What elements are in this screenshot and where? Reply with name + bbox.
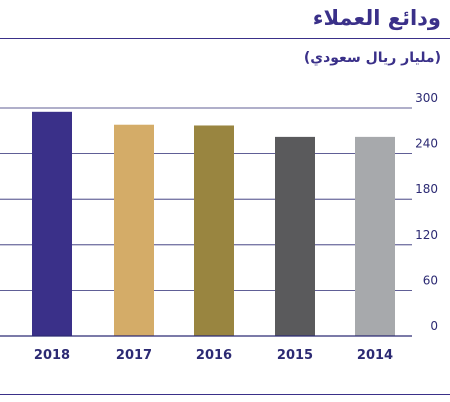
bar xyxy=(194,125,234,336)
bar xyxy=(355,136,395,336)
bar xyxy=(32,111,72,336)
y-tick-label: 240 xyxy=(415,137,438,151)
y-tick-label: 0 xyxy=(430,319,438,333)
x-axis-ticks: 2018 2017 2016 2015 2014 xyxy=(34,348,393,363)
x-tick-label: 2018 xyxy=(34,348,70,363)
bar xyxy=(275,136,315,336)
x-tick-label: 2017 xyxy=(116,348,152,363)
bar xyxy=(114,124,154,336)
y-tick-label: 60 xyxy=(423,273,438,287)
x-tick-label: 2016 xyxy=(196,348,232,363)
chart-subtitle: (مليار ريال سعودي) xyxy=(303,50,441,66)
title-divider xyxy=(0,38,450,39)
y-tick-label: 300 xyxy=(415,91,438,105)
bottom-divider xyxy=(0,394,450,395)
x-tick-label: 2015 xyxy=(277,348,313,363)
y-axis-ticks: 0 60 120 180 240 300 xyxy=(415,91,438,333)
y-tick-label: 120 xyxy=(415,228,438,242)
chart-bars xyxy=(32,111,395,336)
page-title: ودائع العملاء xyxy=(312,6,441,30)
x-tick-label: 2014 xyxy=(357,348,393,363)
y-tick-label: 180 xyxy=(415,182,438,196)
